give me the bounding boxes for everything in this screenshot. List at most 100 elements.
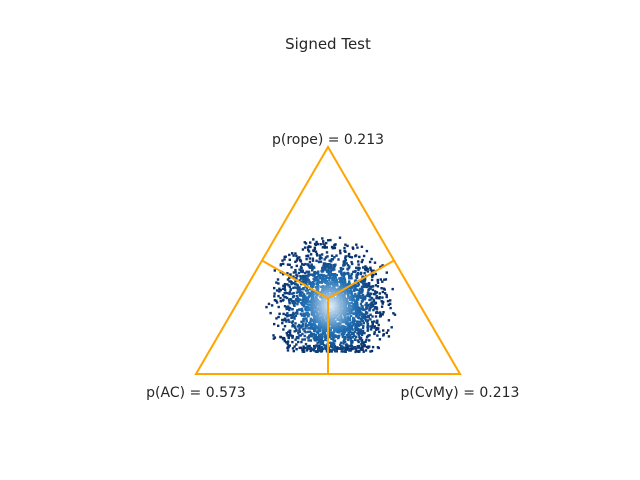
sample-point [310, 284, 313, 288]
sample-point [320, 278, 323, 281]
sample-point [295, 259, 299, 262]
sample-point [352, 324, 355, 327]
sample-point [392, 312, 395, 315]
sample-point [291, 323, 295, 327]
sample-point [329, 348, 332, 352]
sample-point [338, 249, 342, 252]
sample-point [320, 256, 323, 260]
sample-point [349, 321, 352, 324]
sample-point [338, 270, 341, 273]
sample-point [345, 262, 348, 265]
sample-point [382, 287, 386, 290]
sample-point [294, 280, 297, 283]
sample-point [338, 285, 342, 289]
sample-point [346, 293, 350, 296]
sample-point [287, 314, 290, 317]
sample-point [333, 321, 336, 325]
sample-point [311, 303, 314, 307]
sample-point [335, 299, 338, 302]
sample-point [330, 254, 334, 257]
sample-point [283, 305, 287, 308]
sample-point [309, 294, 312, 297]
sample-point [333, 345, 337, 348]
sample-point [351, 306, 354, 309]
sample-point [373, 332, 376, 336]
sample-point [306, 312, 309, 315]
sample-point [295, 283, 298, 286]
sample-point [339, 325, 342, 328]
sample-point [321, 332, 325, 335]
sample-point [351, 304, 354, 308]
sample-point [298, 294, 301, 297]
sample-point [357, 344, 361, 348]
sample-point [332, 347, 335, 350]
sample-point [306, 297, 310, 301]
sample-point [313, 290, 316, 294]
sample-point [301, 323, 305, 326]
sample-point [330, 323, 334, 326]
sample-point [324, 277, 327, 280]
sample-point [322, 240, 325, 243]
sample-point [292, 271, 296, 274]
sample-point [292, 349, 295, 353]
sample-point [366, 328, 370, 331]
sample-point [356, 284, 359, 288]
sample-point [362, 343, 366, 347]
sample-point [299, 334, 302, 337]
sample-point [308, 273, 311, 276]
sample-point [279, 300, 282, 303]
sample-point [324, 266, 327, 269]
sample-point [311, 327, 314, 330]
sample-point [366, 321, 369, 324]
sample-point [342, 346, 346, 349]
sample-point [288, 290, 292, 294]
sample-point [307, 339, 310, 342]
sample-point [281, 321, 284, 325]
sample-point [288, 263, 291, 266]
sample-point [333, 279, 337, 282]
sample-point [304, 331, 307, 334]
sample-point [284, 296, 287, 299]
sample-point [276, 278, 280, 281]
sample-point [306, 309, 309, 312]
sample-point [304, 324, 307, 328]
sample-point [297, 298, 301, 301]
sample-point [317, 336, 320, 339]
sample-point [387, 335, 391, 338]
sample-point [286, 342, 289, 346]
sample-point [303, 312, 306, 316]
sample-point [288, 276, 291, 280]
sample-point [299, 292, 303, 295]
sample-point [341, 267, 345, 271]
sample-point [314, 328, 317, 331]
sample-point [368, 309, 371, 312]
sample-point [370, 273, 374, 276]
sample-point [286, 278, 290, 281]
sample-point [359, 296, 363, 299]
sample-point [290, 281, 293, 284]
sample-point [321, 275, 325, 279]
sample-point [312, 283, 315, 286]
sample-point [339, 297, 342, 300]
sample-point [295, 264, 298, 268]
sample-point [308, 303, 311, 307]
sample-point [358, 335, 361, 338]
sample-point [273, 269, 276, 272]
sample-point [287, 305, 290, 308]
sample-point [358, 255, 361, 259]
sample-point [331, 301, 334, 304]
sample-point [288, 285, 292, 288]
sample-point [346, 335, 349, 339]
sample-point [330, 266, 333, 270]
sample-point [347, 254, 350, 258]
sample-point [305, 278, 308, 282]
sample-point [331, 267, 335, 270]
sample-point [353, 330, 356, 333]
sample-point [316, 341, 319, 345]
sample-point [360, 285, 364, 289]
sample-point [360, 245, 364, 248]
sample-point [333, 339, 337, 342]
sample-point [366, 267, 369, 271]
sample-point [278, 287, 281, 290]
sample-point [328, 289, 331, 293]
